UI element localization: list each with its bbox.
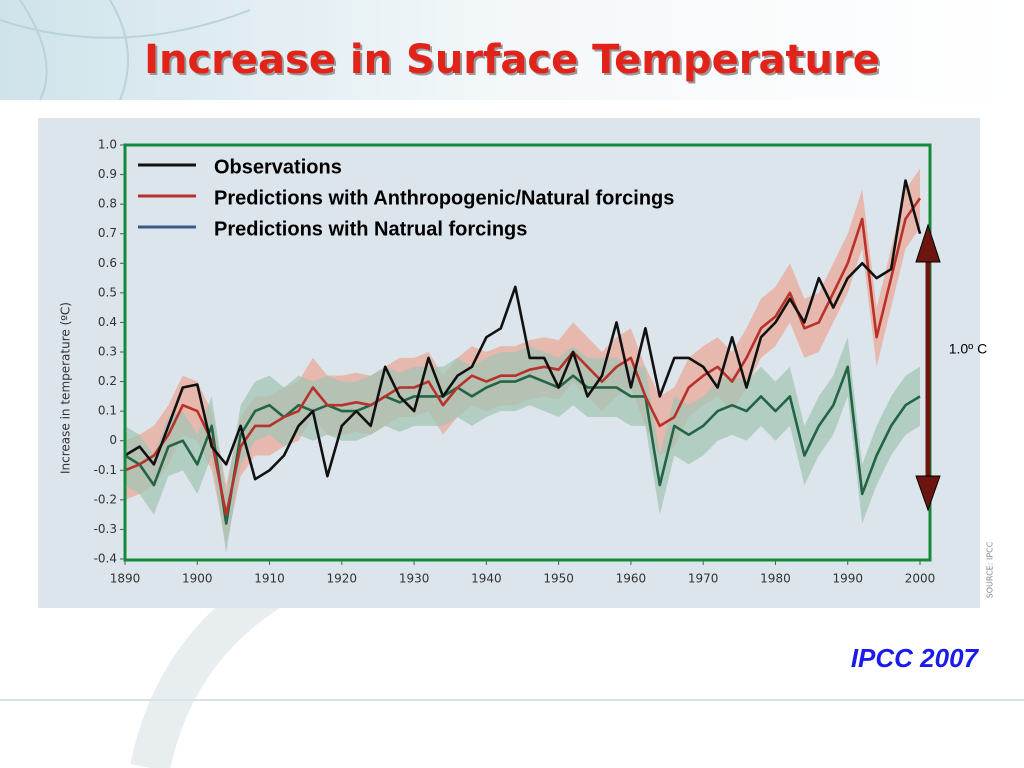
header-band bbox=[0, 0, 1024, 100]
legend-label: Observations bbox=[214, 156, 342, 178]
x-tick-label: 1970 bbox=[688, 572, 719, 586]
x-tick-label: 1960 bbox=[616, 572, 647, 586]
chart-title: Increase in Surface Temperature bbox=[144, 37, 880, 83]
y-tick-label: 0.1 bbox=[98, 404, 117, 418]
y-tick-label: 1.0 bbox=[98, 138, 117, 152]
x-tick-label: 1930 bbox=[399, 572, 430, 586]
range-arrow bbox=[915, 223, 941, 512]
y-tick-label: -0.4 bbox=[94, 552, 117, 566]
globe-decoration bbox=[0, 0, 251, 101]
legend-label: Predictions with Anthropogenic/Natural f… bbox=[214, 187, 674, 209]
x-tick-label: 1950 bbox=[543, 572, 574, 586]
y-tick-label: -0.1 bbox=[94, 463, 117, 477]
x-tick-label: 1980 bbox=[760, 572, 791, 586]
title-shadow: Increase in Surface Temperature bbox=[146, 39, 882, 85]
series-line bbox=[124, 197, 922, 516]
x-tick-label: 1940 bbox=[471, 572, 502, 586]
citation: IPCC 2007 bbox=[851, 643, 980, 673]
x-tick-label: 1890 bbox=[110, 572, 141, 586]
y-tick-label: 0.2 bbox=[98, 374, 117, 388]
uncertainty-band bbox=[125, 337, 920, 554]
source-note: SOURCE: IPCC bbox=[986, 541, 995, 598]
y-tick-label: 0.3 bbox=[98, 345, 117, 359]
x-tick-label: 1920 bbox=[327, 572, 358, 586]
x-tick-label: 1990 bbox=[832, 572, 863, 586]
series-line bbox=[124, 365, 921, 525]
x-tick-label: 1910 bbox=[254, 572, 285, 586]
y-tick-label: 0.8 bbox=[98, 197, 117, 211]
plot: 1.0 0.9 0.8 0.7 0.6 0.5 0.4 0.3 0.2 0.1 0 -0.1 -0.2 -… bbox=[94, 138, 936, 586]
x-tick-label: 1900 bbox=[182, 572, 213, 586]
y-tick-label: 0.6 bbox=[98, 256, 117, 270]
y-tick-label: 0.5 bbox=[98, 285, 117, 299]
y-tick-label: 0.7 bbox=[98, 226, 117, 240]
x-tick-label: 2000 bbox=[905, 572, 936, 586]
y-tick-label: 0 bbox=[109, 433, 117, 447]
y-tick-label: -0.3 bbox=[94, 522, 117, 536]
legend-label: Predictions with Natrual forcings bbox=[214, 218, 527, 240]
annotation: 1.0º C bbox=[949, 341, 988, 357]
series-line bbox=[124, 179, 922, 481]
y-tick-label: 0.9 bbox=[98, 167, 117, 181]
y-axis-label: Increase in temperature (ºC) bbox=[59, 302, 73, 474]
y-tick-label: 0.4 bbox=[98, 315, 117, 329]
y-tick-label: -0.2 bbox=[94, 492, 117, 506]
